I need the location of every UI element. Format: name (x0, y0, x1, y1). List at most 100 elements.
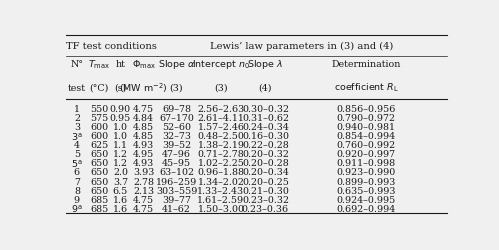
Text: 0.854–0.994: 0.854–0.994 (336, 132, 396, 140)
Text: 0.23–0.36: 0.23–0.36 (242, 204, 289, 213)
Text: 0.31–0.62: 0.31–0.62 (242, 114, 289, 122)
Text: 1: 1 (74, 104, 80, 114)
Text: TF test conditions: TF test conditions (66, 42, 157, 51)
Text: (4): (4) (258, 83, 272, 92)
Text: Lewis’ law parameters in (3) and (4): Lewis’ law parameters in (3) and (4) (211, 42, 394, 51)
Text: 4.75: 4.75 (133, 204, 154, 213)
Text: 0.71–2.78: 0.71–2.78 (198, 150, 245, 159)
Text: Slope $\alpha$: Slope $\alpha$ (158, 58, 195, 71)
Text: 3.93: 3.93 (133, 168, 154, 177)
Text: 650: 650 (90, 177, 108, 186)
Text: 0.96–1.88: 0.96–1.88 (198, 168, 245, 177)
Text: 32–73: 32–73 (162, 132, 191, 140)
Text: 0.899–0.993: 0.899–0.993 (336, 177, 396, 186)
Text: 0.48–2.50: 0.48–2.50 (198, 132, 245, 140)
Text: 1.57–2.46: 1.57–2.46 (198, 122, 245, 132)
Text: N°: N° (70, 60, 83, 69)
Text: $3^{\rm a}$: $3^{\rm a}$ (71, 130, 83, 142)
Text: (MW m$^{-2}$): (MW m$^{-2}$) (119, 81, 168, 94)
Text: $5^{\rm a}$: $5^{\rm a}$ (71, 157, 83, 169)
Text: $T_{\rm max}$: $T_{\rm max}$ (88, 58, 110, 71)
Text: 0.23–0.32: 0.23–0.32 (242, 195, 289, 204)
Text: 303–559: 303–559 (156, 186, 197, 195)
Text: 63–102: 63–102 (159, 168, 194, 177)
Text: 3: 3 (74, 122, 80, 132)
Text: 0.692–0.994: 0.692–0.994 (336, 204, 396, 213)
Text: 2.0: 2.0 (113, 168, 128, 177)
Text: 685: 685 (90, 195, 108, 204)
Text: 1.50–3.00: 1.50–3.00 (198, 204, 245, 213)
Text: 625: 625 (90, 141, 108, 150)
Text: 41–62: 41–62 (162, 204, 191, 213)
Text: 2.56–2.63: 2.56–2.63 (197, 104, 245, 114)
Text: (3): (3) (170, 83, 183, 92)
Text: 0.21–0.30: 0.21–0.30 (242, 186, 289, 195)
Text: 4.75: 4.75 (133, 195, 154, 204)
Text: 1.0: 1.0 (113, 122, 128, 132)
Text: 69–78: 69–78 (162, 104, 191, 114)
Text: 7: 7 (74, 177, 80, 186)
Text: 5: 5 (74, 150, 80, 159)
Text: 1.61–2.59: 1.61–2.59 (198, 195, 245, 204)
Text: 0.940–0.981: 0.940–0.981 (336, 122, 395, 132)
Text: 4.93: 4.93 (133, 141, 154, 150)
Text: 0.22–0.28: 0.22–0.28 (242, 141, 289, 150)
Text: 39–52: 39–52 (162, 141, 191, 150)
Text: (3): (3) (214, 83, 228, 92)
Text: Determination: Determination (331, 60, 401, 69)
Text: 685: 685 (90, 204, 108, 213)
Text: 4: 4 (74, 141, 80, 150)
Text: 1.38–2.19: 1.38–2.19 (198, 141, 245, 150)
Text: (s): (s) (114, 83, 127, 92)
Text: 4.84: 4.84 (133, 114, 154, 122)
Text: 1.2: 1.2 (113, 159, 128, 168)
Text: 650: 650 (90, 168, 108, 177)
Text: coefficient $R_{\rm L}$: coefficient $R_{\rm L}$ (333, 82, 398, 94)
Text: 1.2: 1.2 (113, 150, 128, 159)
Text: 196–259: 196–259 (156, 177, 197, 186)
Text: 47–96: 47–96 (162, 150, 191, 159)
Text: ht: ht (115, 60, 125, 69)
Text: 650: 650 (90, 159, 108, 168)
Text: 0.30–0.32: 0.30–0.32 (242, 104, 289, 114)
Text: 600: 600 (90, 132, 108, 140)
Text: 4.75: 4.75 (133, 104, 154, 114)
Text: 0.924–0.995: 0.924–0.995 (336, 195, 396, 204)
Text: 67–170: 67–170 (159, 114, 194, 122)
Text: 600: 600 (90, 122, 108, 132)
Text: 1.02–2.25: 1.02–2.25 (198, 159, 245, 168)
Text: 4.85: 4.85 (133, 132, 154, 140)
Text: (°C): (°C) (89, 83, 109, 92)
Text: 0.920–0.997: 0.920–0.997 (336, 150, 396, 159)
Text: 0.24–0.34: 0.24–0.34 (242, 122, 289, 132)
Text: 4.85: 4.85 (133, 122, 154, 132)
Text: 3.7: 3.7 (113, 177, 128, 186)
Text: 0.20–0.28: 0.20–0.28 (242, 159, 289, 168)
Text: 0.790–0.972: 0.790–0.972 (336, 114, 395, 122)
Text: 0.95: 0.95 (110, 114, 131, 122)
Text: 1.0: 1.0 (113, 132, 128, 140)
Text: 1.34–2.02: 1.34–2.02 (198, 177, 245, 186)
Text: 2: 2 (74, 114, 80, 122)
Text: 0.760–0.992: 0.760–0.992 (336, 141, 396, 150)
Text: 1.6: 1.6 (113, 204, 128, 213)
Text: 52–60: 52–60 (162, 122, 191, 132)
Text: 4.95: 4.95 (133, 150, 154, 159)
Text: 6: 6 (74, 168, 80, 177)
Text: 2.61–4.11: 2.61–4.11 (198, 114, 245, 122)
Text: Slope $\lambda$: Slope $\lambda$ (248, 58, 283, 71)
Text: 0.20–0.25: 0.20–0.25 (242, 177, 289, 186)
Text: 0.90: 0.90 (110, 104, 131, 114)
Text: 1.1: 1.1 (113, 141, 128, 150)
Text: 45–95: 45–95 (162, 159, 191, 168)
Text: 0.856–0.956: 0.856–0.956 (336, 104, 396, 114)
Text: $\Phi_{\rm max}$: $\Phi_{\rm max}$ (132, 58, 156, 71)
Text: 0.20–0.32: 0.20–0.32 (242, 150, 289, 159)
Text: $9^{\rm a}$: $9^{\rm a}$ (71, 202, 83, 214)
Text: 650: 650 (90, 186, 108, 195)
Text: 0.20–0.34: 0.20–0.34 (242, 168, 289, 177)
Text: 8: 8 (74, 186, 80, 195)
Text: 1.6: 1.6 (113, 195, 128, 204)
Text: Intercept $n_0$: Intercept $n_0$ (192, 58, 250, 71)
Text: 6.5: 6.5 (113, 186, 128, 195)
